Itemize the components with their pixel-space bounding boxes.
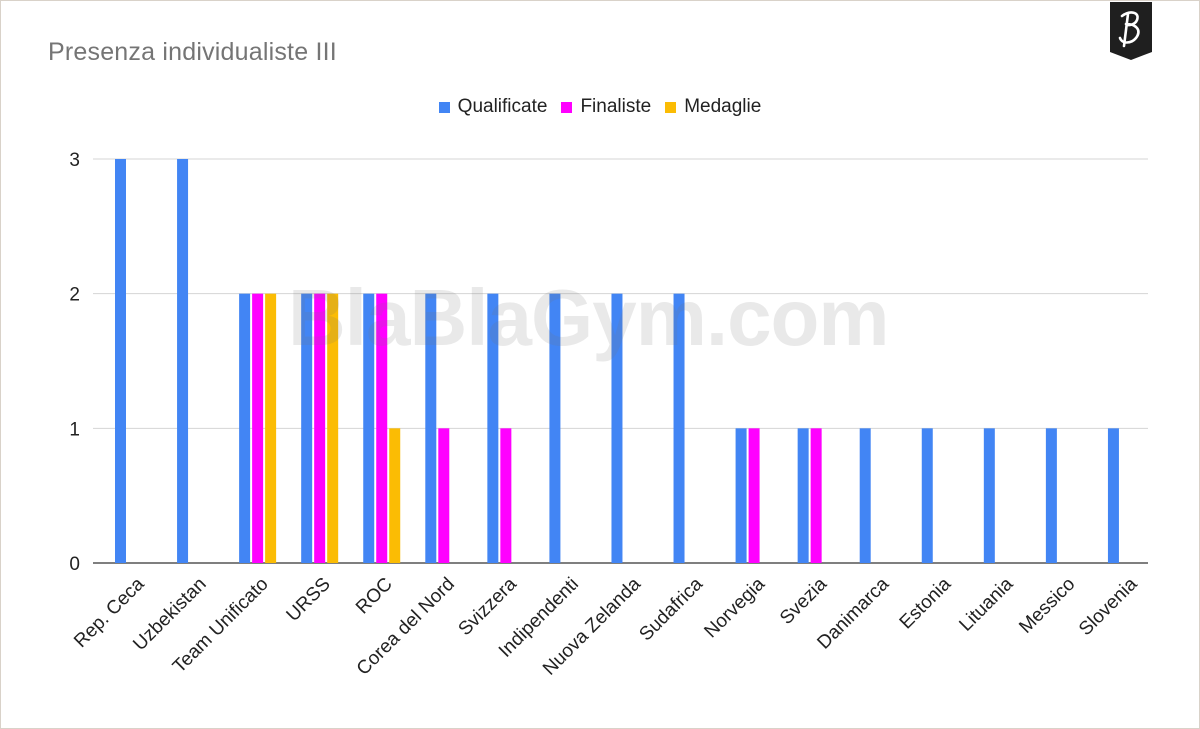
bar-finaliste-6 — [500, 428, 512, 563]
x-tick-label: Norvegia — [701, 573, 770, 642]
x-tick-label: ROC — [352, 574, 397, 619]
x-tick-label: Slovenia — [1075, 573, 1142, 640]
bar-qualificate-6 — [487, 293, 499, 563]
bar-qualificate-9 — [673, 293, 685, 563]
bar-qualificate-13 — [921, 428, 933, 563]
legend-label-medaglie: Medaglie — [684, 96, 762, 117]
bar-finaliste-11 — [810, 428, 822, 563]
bar-qualificate-2 — [239, 293, 251, 563]
bar-qualificate-3 — [301, 293, 313, 563]
chart-legend: Qualificate Finaliste Medaglie — [0, 96, 1200, 118]
x-tick-label: URSS — [283, 574, 335, 626]
bar-qualificate-14 — [983, 428, 995, 563]
legend-label-qualificate: Qualificate — [457, 96, 548, 117]
x-tick-label: Lituania — [955, 573, 1017, 635]
bar-qualificate-11 — [797, 428, 809, 563]
legend-swatch-finaliste — [561, 101, 573, 113]
bar-qualificate-15 — [1045, 428, 1057, 563]
x-tick-label: Sudafrica — [635, 573, 707, 645]
bar-qualificate-7 — [549, 293, 561, 563]
legend-item-qualificate: Qualificate — [438, 96, 548, 118]
y-tick-label: 2 — [69, 285, 80, 306]
bar-finaliste-10 — [748, 428, 760, 563]
bar-qualificate-5 — [425, 293, 437, 563]
bar-finaliste-4 — [376, 293, 388, 563]
bar-medaglie-3 — [327, 293, 339, 563]
bar-finaliste-3 — [314, 293, 326, 563]
bar-qualificate-4 — [363, 293, 375, 563]
bar-qualificate-8 — [611, 293, 623, 563]
y-tick-label: 3 — [69, 150, 80, 171]
x-tick-label: Messico — [1015, 574, 1079, 638]
bar-medaglie-4 — [389, 428, 401, 563]
chart-title: Presenza individualiste III — [48, 38, 337, 66]
bar-finaliste-2 — [252, 293, 264, 563]
legend-item-medaglie: Medaglie — [665, 96, 761, 118]
y-tick-label: 1 — [69, 419, 80, 440]
legend-swatch-medaglie — [665, 101, 677, 113]
bar-qualificate-10 — [735, 428, 747, 563]
legend-item-finaliste: Finaliste — [561, 96, 651, 118]
x-tick-label: Estonia — [896, 573, 956, 633]
y-tick-label: 0 — [69, 554, 80, 575]
bar-qualificate-16 — [1107, 428, 1119, 563]
bar-qualificate-12 — [859, 428, 871, 563]
legend-label-finaliste: Finaliste — [580, 96, 652, 117]
bar-medaglie-2 — [265, 293, 277, 563]
x-tick-label: Svezia — [776, 573, 831, 628]
bar-finaliste-5 — [438, 428, 450, 563]
bar-qualificate-1 — [177, 159, 189, 563]
blablagym-logo-icon — [1110, 2, 1152, 60]
bar-qualificate-0 — [115, 159, 126, 563]
legend-swatch-qualificate — [438, 101, 450, 113]
